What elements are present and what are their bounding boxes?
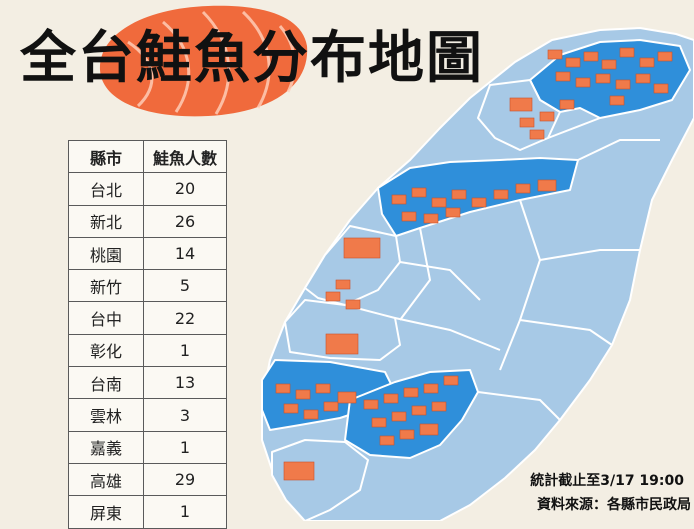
map-region-chiayi bbox=[284, 299, 401, 361]
county-cell: 台南 bbox=[68, 366, 144, 400]
table-row: 台中 22 bbox=[68, 301, 227, 335]
map-region-kaohsiung bbox=[344, 369, 479, 459]
table-row: 新北 26 bbox=[68, 204, 227, 238]
table-row: 雲林 3 bbox=[68, 398, 227, 432]
count-cell: 1 bbox=[143, 333, 227, 368]
salmon-graphic bbox=[99, 5, 308, 117]
count-cell: 1 bbox=[143, 430, 227, 464]
county-cell: 雲林 bbox=[68, 398, 144, 432]
column-header-count: 鮭魚人數 bbox=[143, 139, 227, 174]
count-cell: 13 bbox=[143, 366, 227, 400]
salmon-count-table: 縣市 鮭魚人數 台北 20 新北 26 桃園 14 新竹 5 台中 22 彰化 1 台南 13… bbox=[68, 139, 227, 529]
county-cell: 高雄 bbox=[68, 462, 144, 497]
count-cell: 3 bbox=[143, 398, 227, 432]
county-cell: 台中 bbox=[68, 301, 144, 335]
count-cell: 14 bbox=[143, 236, 227, 271]
county-cell: 新北 bbox=[68, 204, 144, 238]
table-row: 嘉義 1 bbox=[68, 430, 227, 464]
county-cell: 嘉義 bbox=[68, 430, 144, 464]
table-row: 屏東 1 bbox=[68, 495, 227, 529]
column-header-county: 縣市 bbox=[68, 139, 144, 174]
table-row: 彰化 1 bbox=[68, 333, 227, 368]
table-row: 桃園 14 bbox=[68, 236, 227, 271]
count-cell: 22 bbox=[143, 301, 227, 335]
county-cell: 屏東 bbox=[68, 495, 144, 529]
table-row: 新竹 5 bbox=[68, 269, 227, 303]
count-cell: 29 bbox=[143, 462, 227, 497]
map-region-pingtung bbox=[271, 439, 369, 521]
count-cell: 20 bbox=[143, 172, 227, 206]
table-header-row: 縣市 鮭魚人數 bbox=[68, 139, 227, 174]
salmon-markers bbox=[275, 47, 673, 481]
count-cell: 5 bbox=[143, 269, 227, 303]
page-title: 全台鮭魚分布地圖 bbox=[20, 26, 484, 91]
county-cell: 桃園 bbox=[68, 236, 144, 271]
table-row: 台南 13 bbox=[68, 366, 227, 400]
table-row: 高雄 29 bbox=[68, 462, 227, 497]
county-cell: 新竹 bbox=[68, 269, 144, 303]
county-cell: 台北 bbox=[68, 172, 144, 206]
county-cell: 彰化 bbox=[68, 333, 144, 368]
count-cell: 26 bbox=[143, 204, 227, 238]
table-row: 台北 20 bbox=[68, 172, 227, 206]
count-cell: 1 bbox=[143, 495, 227, 529]
